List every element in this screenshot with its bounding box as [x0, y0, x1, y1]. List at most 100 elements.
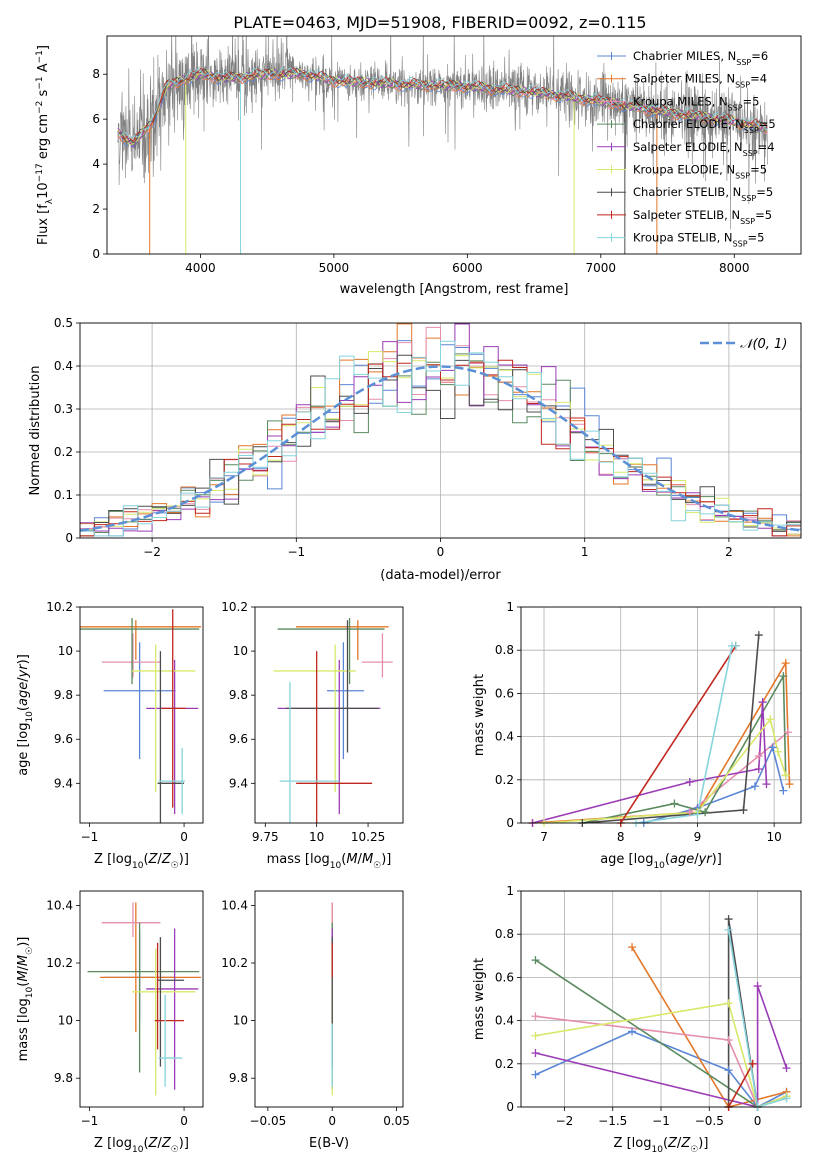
y-tick-label: 0.4 — [54, 359, 73, 373]
label-part: ☉ — [171, 861, 179, 871]
label-part: age [log — [16, 723, 31, 776]
y-axis-label: mass weight — [472, 958, 487, 1040]
y-tick-label: 1 — [506, 600, 514, 614]
errorbar-chabrier-miles — [103, 642, 176, 760]
data-point — [693, 810, 702, 819]
errorbar-chabrier-miles — [326, 642, 364, 760]
gaussian-curve — [80, 365, 801, 532]
legend-sub: SSP — [740, 216, 755, 225]
errorbar-kroupa-elodie — [132, 644, 196, 793]
x-axis-label: wavelength [Angstrom, rest frame] — [340, 282, 569, 297]
y-tick-label: 9.6 — [54, 732, 73, 746]
axes-frame — [520, 890, 802, 1108]
histogram-kroupa-stelib — [80, 340, 801, 537]
legend-sub: SSP — [735, 171, 750, 180]
y-tick-label: 0.4 — [495, 1014, 514, 1028]
label-part: Z [log — [94, 1136, 132, 1151]
x-axis-label: mass [log10(M/M☉)] — [267, 852, 392, 871]
data-point — [762, 780, 771, 789]
legend-name: Salpeter MILES, N — [633, 72, 735, 86]
label-part: ☉ — [171, 1145, 179, 1155]
y-tick-label: 0 — [92, 247, 100, 261]
legend-name: Kroupa ELODIE, N — [633, 163, 735, 177]
axes-frame — [79, 890, 204, 1108]
data-point — [724, 1066, 733, 1075]
y-tick-label: 8 — [92, 67, 100, 81]
y-tick-label: 10.2 — [46, 956, 73, 970]
y-tick-label: 10 — [58, 644, 73, 658]
label-part: )] — [16, 937, 31, 947]
legend-sub: SSP — [741, 194, 756, 203]
x-tick-label: 6000 — [452, 261, 483, 275]
label-part: Z — [161, 852, 172, 867]
errorbar-kroupa-miles — [361, 633, 393, 678]
data-point — [783, 728, 792, 737]
label-part: 10 — [36, 182, 51, 199]
label-part: Z [log — [614, 1136, 652, 1151]
errorbar-salpeter-stelib — [154, 942, 185, 1050]
legend-nssp: =4 — [750, 72, 767, 86]
y-tick-label: 10.4 — [221, 898, 248, 912]
model-line-salpeter-elodie — [117, 69, 768, 148]
axes-frame — [106, 35, 802, 255]
legend-entry: Kroupa ELODIE, NSSP=5 — [633, 163, 767, 181]
series-line-salpeter-stelib — [727, 1063, 754, 1107]
x-tick-label: −1 — [287, 545, 305, 559]
errorbar-kroupa-elodie — [273, 644, 356, 793]
y-tick-label: 0 — [506, 1100, 514, 1114]
data-point — [779, 786, 788, 795]
data-point — [531, 1070, 540, 1079]
legend-nssp: =5 — [743, 94, 760, 108]
x-tick-label: −1 — [81, 830, 99, 844]
figure-title: PLATE=0463, MJD=51908, FIBERID=0092, z=0… — [233, 13, 646, 32]
data-point — [754, 752, 763, 761]
y-tick-label: 10 — [233, 644, 248, 658]
x-tick-label: 10 — [767, 830, 782, 844]
x-tick-label: 7 — [540, 830, 548, 844]
x-axis-label: Z [log10(Z/Z☉)] — [94, 852, 189, 871]
data-point — [724, 925, 733, 934]
label-part: Z — [667, 1136, 678, 1151]
label-part: / — [16, 677, 31, 682]
series-line-salpeter-miles — [631, 946, 787, 1107]
data-point — [781, 771, 790, 780]
x-axis-label: E(B-V) — [309, 1136, 349, 1151]
y-tick-label: 10.2 — [221, 956, 248, 970]
label-part: ☉ — [25, 947, 35, 955]
x-axis-label: Z [log10(Z/Z☉)] — [94, 1136, 189, 1155]
errorbar-kroupa-stelib — [279, 681, 340, 823]
y-tick-label: 9.4 — [229, 776, 248, 790]
axes-frame — [254, 606, 404, 824]
label-part: 10 — [132, 1145, 144, 1155]
data-point — [731, 641, 740, 650]
legend-sub: SSP — [743, 148, 758, 157]
model-line-chabrier-stelib — [117, 67, 768, 144]
y-tick-label: 6 — [92, 112, 100, 126]
data-point — [531, 956, 540, 965]
label-part: ( — [143, 852, 148, 867]
label-part: ] — [36, 45, 51, 50]
label-part: M — [362, 852, 373, 867]
label-part: M — [16, 970, 31, 981]
x-tick-label: 0 — [180, 830, 188, 844]
label-part: / — [677, 1136, 682, 1151]
x-tick-label: 9 — [694, 830, 702, 844]
label-part: / — [694, 852, 699, 867]
label-part: −1 — [35, 50, 45, 63]
x-tick-label: 0 — [754, 1114, 762, 1128]
label-part: A — [36, 63, 51, 76]
data-point — [724, 1036, 733, 1045]
y-axis-label: Normed distribution — [28, 366, 43, 496]
y-tick-label: 10 — [233, 1014, 248, 1028]
data-point — [758, 698, 767, 707]
data-point — [773, 747, 782, 756]
data-point — [724, 999, 733, 1008]
errorbar-salpeter-stelib — [296, 651, 373, 823]
x-tick-label: 0 — [437, 545, 445, 559]
legend-sub: SSP — [736, 58, 751, 67]
data-point — [782, 1094, 791, 1103]
data-point — [781, 659, 790, 668]
errorbar-kroupa-elodie — [132, 948, 196, 1096]
